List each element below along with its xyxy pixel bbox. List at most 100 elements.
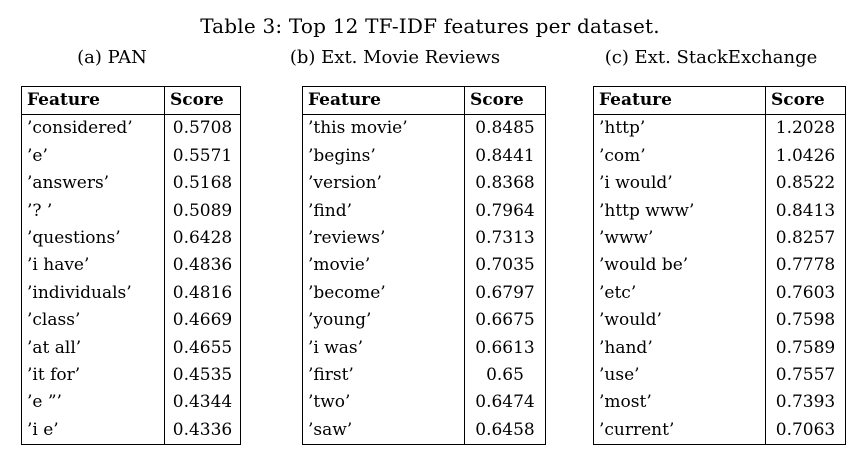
feature-column-header: Feature: [21, 86, 165, 116]
feature-cell: ’at all’: [27, 337, 82, 358]
score-cell: 0.5571: [164, 142, 241, 171]
score-cell: 0.6474: [464, 389, 546, 417]
subfigure-b-caption: (b) Ext. Movie Reviews: [289, 47, 501, 68]
feature-cell: ’first’: [308, 365, 354, 386]
feature-cell: ’find’: [308, 200, 352, 221]
score-cell: 0.4669: [164, 307, 241, 335]
table-row: ’find’ 0.7964: [303, 197, 546, 226]
score-cell: 0.7603: [765, 279, 846, 308]
table-row: ’i have’ 0.4836: [22, 252, 241, 280]
tfidf-table-stackexchange: Feature Score ’http’ 1.2028’com’ 1.0426’i …: [593, 86, 846, 446]
feature-cell: ’young’: [308, 310, 372, 331]
tfidf-table-movie-reviews: Feature Score ’this movie’ 0.8485’begins’…: [302, 86, 546, 446]
score-cell: 0.6675: [464, 307, 546, 335]
table-row: ’answers’ 0.5168: [22, 170, 241, 198]
score-cell: 0.6428: [164, 225, 241, 253]
score-cell: 0.4816: [164, 279, 241, 308]
table-row: ’e ”’ 0.4344: [22, 389, 241, 417]
feature-cell: ’begins’: [308, 145, 376, 166]
score-cell: 0.7313: [464, 225, 546, 253]
feature-cell: ’this movie’: [308, 118, 408, 139]
score-cell: 0.5089: [164, 197, 241, 226]
score-column-header: Score: [765, 86, 846, 116]
table-row: ’movie’ 0.7035: [303, 252, 546, 280]
feature-cell: ’hand’: [599, 337, 653, 358]
table-row: ’this movie’ 0.8485: [303, 114, 546, 143]
score-cell: 0.7778: [765, 252, 846, 280]
feature-cell: ’e’: [27, 145, 48, 166]
feature-cell: ’considered’: [27, 118, 133, 139]
feature-cell: ’use’: [599, 365, 640, 386]
feature-cell: ’http www’: [599, 200, 695, 221]
table-row: ’class’ 0.4669: [22, 307, 241, 335]
table-row: ’i was’ 0.6613: [303, 334, 546, 363]
score-cell: 0.7557: [765, 362, 846, 390]
score-cell: 0.7598: [765, 307, 846, 335]
feature-column-header: Feature: [302, 86, 465, 116]
table-row: ’considered’ 0.5708: [22, 114, 241, 143]
table-row: ’begins’ 0.8441: [303, 142, 546, 171]
score-cell: 0.8441: [464, 142, 546, 171]
table-row: ’i e’ 0.4336: [22, 416, 241, 445]
table-row: ’use’ 0.7557: [594, 362, 846, 390]
header-row: Feature Score: [21, 86, 241, 116]
table-row: ’current’ 0.7063: [594, 416, 846, 445]
table-row: ’etc’ 0.7603: [594, 279, 846, 308]
table-row: ’version’ 0.8368: [303, 170, 546, 198]
score-cell: 0.4344: [164, 389, 241, 417]
score-cell: 0.5708: [164, 114, 241, 143]
table-row: ’http’ 1.2028: [594, 114, 846, 143]
table-row: ’i would’ 0.8522: [594, 170, 846, 198]
header-row: Feature Score: [593, 86, 846, 116]
table-row: ’most’ 0.7393: [594, 389, 846, 417]
feature-cell: ’it for’: [27, 365, 81, 386]
header-row: Feature Score: [302, 86, 546, 116]
score-cell: 0.4535: [164, 362, 241, 390]
tfidf-table-pan: Feature Score ’considered’ 0.5708 ’e’ 0.557…: [21, 86, 241, 446]
table-row: ’first’ 0.65: [303, 362, 546, 390]
score-cell: 0.65: [464, 362, 546, 390]
feature-cell: ’i e’: [27, 419, 59, 440]
feature-cell: ’com’: [599, 145, 646, 166]
table-row: ’questions’ 0.6428: [22, 225, 241, 253]
table-row: ’it for’ 0.4535: [22, 362, 241, 390]
score-cell: 0.7964: [464, 197, 546, 226]
feature-cell: ’would’: [599, 310, 662, 331]
feature-cell: ’would be’: [599, 255, 689, 276]
feature-cell: ’i was’: [308, 337, 364, 358]
score-cell: 0.7035: [464, 252, 546, 280]
score-cell: 0.7589: [765, 334, 846, 363]
score-cell: 0.4336: [164, 416, 241, 445]
feature-cell: ’reviews’: [308, 228, 386, 249]
score-cell: 0.7063: [765, 416, 846, 445]
figure-caption: Table 3: Top 12 TF-IDF features per data…: [200, 14, 660, 38]
feature-cell: ’current’: [599, 419, 675, 440]
score-cell: 0.8257: [765, 225, 846, 253]
feature-cell: ’class’: [27, 310, 81, 331]
feature-cell: ’individuals’: [27, 282, 132, 303]
subfigure-a-caption: (a) PAN: [77, 47, 147, 68]
score-cell: 0.8485: [464, 114, 546, 143]
table-row: ’saw’ 0.6458: [303, 416, 546, 445]
feature-column-header: Feature: [593, 86, 766, 116]
score-column-header: Score: [164, 86, 241, 116]
table-row: ’? ’ 0.5089: [22, 197, 241, 226]
feature-cell: ’most’: [599, 392, 652, 413]
feature-cell: ’questions’: [27, 228, 121, 249]
score-cell: 1.0426: [765, 142, 846, 171]
feature-cell: ’etc’: [599, 282, 637, 303]
feature-cell: ’two’: [308, 392, 351, 413]
feature-cell: ’i would’: [599, 173, 673, 194]
feature-cell: ’version’: [308, 173, 382, 194]
feature-cell: ’http’: [599, 118, 646, 139]
feature-cell: ’e ”’: [27, 392, 62, 413]
score-cell: 0.8413: [765, 197, 846, 226]
score-cell: 0.5168: [164, 170, 241, 198]
table-row: ’http www’ 0.8413: [594, 197, 846, 226]
table-row: ’e’ 0.5571: [22, 142, 241, 171]
feature-cell: ’www’: [599, 228, 654, 249]
score-cell: 0.4836: [164, 252, 241, 280]
feature-cell: ’movie’: [308, 255, 371, 276]
feature-cell: ’i have’: [27, 255, 90, 276]
score-cell: 0.8368: [464, 170, 546, 198]
